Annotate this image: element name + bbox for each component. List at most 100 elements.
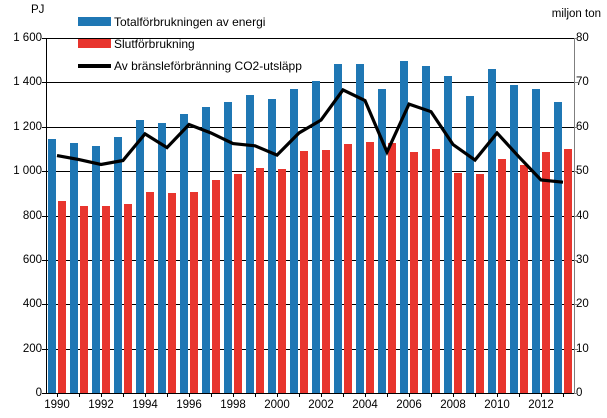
left-axis-tick <box>42 304 46 306</box>
left-axis-unit-label: PJ <box>31 4 45 16</box>
bar-total-1996 <box>180 113 189 393</box>
x-axis-label-2008: 2008 <box>440 399 466 411</box>
gridline <box>46 259 574 261</box>
x-axis-tick <box>123 393 124 397</box>
right-axis-tick <box>574 304 578 306</box>
chart-legend: Totalförbrukningen av energi Slutförbrukn… <box>78 12 302 75</box>
plot-area <box>42 38 578 394</box>
legend-line-swatch-icon <box>78 63 111 68</box>
bar-final-1992 <box>101 205 110 393</box>
right-axis-tick-label: 30 <box>576 253 589 266</box>
bar-final-2013 <box>563 148 572 393</box>
x-axis-tick <box>321 393 322 397</box>
bar-total-2004 <box>356 64 365 393</box>
left-axis-tick-label: 0 <box>35 387 42 399</box>
gridline <box>46 304 574 306</box>
bar-total-1992 <box>92 146 101 393</box>
x-axis-tick <box>167 393 168 397</box>
x-axis-tick <box>563 393 564 397</box>
x-axis-tick <box>101 393 102 397</box>
x-axis-tick <box>57 393 58 397</box>
legend-color-swatch-icon <box>78 17 111 26</box>
right-axis-tick-label: 40 <box>576 209 589 222</box>
bar-final-1998 <box>233 173 242 393</box>
x-axis-tick <box>145 393 146 397</box>
x-axis-label-2004: 2004 <box>352 399 378 411</box>
legend-item-label: Slutförbrukning <box>114 36 195 51</box>
x-axis-tick <box>233 393 234 397</box>
bar-final-2003 <box>343 144 352 393</box>
left-axis-tick <box>42 393 46 394</box>
left-axis-tick <box>42 215 46 217</box>
right-axis-tick-label: 20 <box>576 298 589 311</box>
bar-total-1995 <box>158 123 167 393</box>
bar-final-2001 <box>299 151 308 393</box>
bar-final-2005 <box>387 142 396 393</box>
left-axis-tick-label: 1 200 <box>13 120 42 133</box>
legend-item-0[interactable]: Totalförbrukningen av energi <box>78 12 302 31</box>
right-axis-unit-label: miljon ton <box>551 8 601 20</box>
x-axis-label-2012: 2012 <box>528 399 554 411</box>
bar-total-1998 <box>224 101 233 393</box>
left-axis-tick-label: 600 <box>22 253 42 266</box>
legend-item-label: Av bränsleförbränning CO2-utsläpp <box>114 58 302 73</box>
bar-total-1990 <box>48 139 57 393</box>
x-axis-tick <box>453 393 454 397</box>
right-axis-tick-label: 10 <box>576 342 589 355</box>
x-axis-tick <box>211 393 212 397</box>
legend-item-2[interactable]: Av bränsleförbränning CO2-utsläpp <box>78 56 302 75</box>
x-axis-tick <box>365 393 366 397</box>
legend-item-1[interactable]: Slutförbrukning <box>78 34 302 53</box>
x-axis-tick <box>343 393 344 397</box>
gridline <box>46 38 574 39</box>
bar-final-2009 <box>475 173 484 393</box>
gridline <box>46 215 574 217</box>
bar-final-1994 <box>145 191 154 393</box>
bar-total-1997 <box>202 106 211 393</box>
x-axis-tick <box>475 393 476 397</box>
right-axis-tick <box>574 393 578 394</box>
x-axis-tick <box>431 393 432 397</box>
bar-total-2007 <box>422 66 431 393</box>
bar-total-2010 <box>488 68 497 393</box>
bar-final-2002 <box>321 149 330 393</box>
bar-total-2005 <box>378 88 387 393</box>
x-axis-tick <box>277 393 278 397</box>
x-axis-label-1998: 1998 <box>220 399 246 411</box>
left-axis-tick <box>42 126 46 128</box>
bar-total-2002 <box>312 80 321 393</box>
right-axis-tick-label: 50 <box>576 165 589 178</box>
bar-final-2008 <box>453 173 462 393</box>
bar-total-2003 <box>334 63 343 393</box>
x-axis-tick <box>519 393 520 397</box>
x-axis-line <box>46 393 575 394</box>
right-axis-tick <box>574 215 578 217</box>
bar-final-1993 <box>123 203 132 393</box>
bar-final-2007 <box>431 149 440 393</box>
x-axis-label-2000: 2000 <box>264 399 290 411</box>
bar-final-2004 <box>365 142 374 393</box>
left-axis-tick <box>42 82 46 84</box>
x-axis-label-1994: 1994 <box>132 399 158 411</box>
x-axis-tick <box>255 393 256 397</box>
bar-total-2011 <box>510 85 519 393</box>
bar-total-2006 <box>400 61 409 393</box>
left-axis: 0 200 400 600 800 1 000 1 200 1 400 1 600 <box>0 0 42 418</box>
left-axis-tick <box>42 259 46 261</box>
left-axis-tick-label: 800 <box>22 209 42 222</box>
right-axis-tick <box>574 82 578 84</box>
bar-total-1994 <box>136 120 145 393</box>
bar-final-2006 <box>409 152 418 393</box>
right-axis-tick-label: 80 <box>576 32 589 44</box>
bar-total-1993 <box>114 137 123 393</box>
x-axis-tick <box>299 393 300 397</box>
bar-total-2009 <box>466 96 475 393</box>
x-axis-tick <box>497 393 498 397</box>
bar-total-2008 <box>444 76 453 393</box>
gridline <box>46 348 574 350</box>
bar-total-2001 <box>290 88 299 393</box>
left-axis-tick-label: 1 600 <box>13 32 42 44</box>
right-axis-tick-label: 60 <box>576 120 589 133</box>
bar-total-2013 <box>554 102 563 393</box>
